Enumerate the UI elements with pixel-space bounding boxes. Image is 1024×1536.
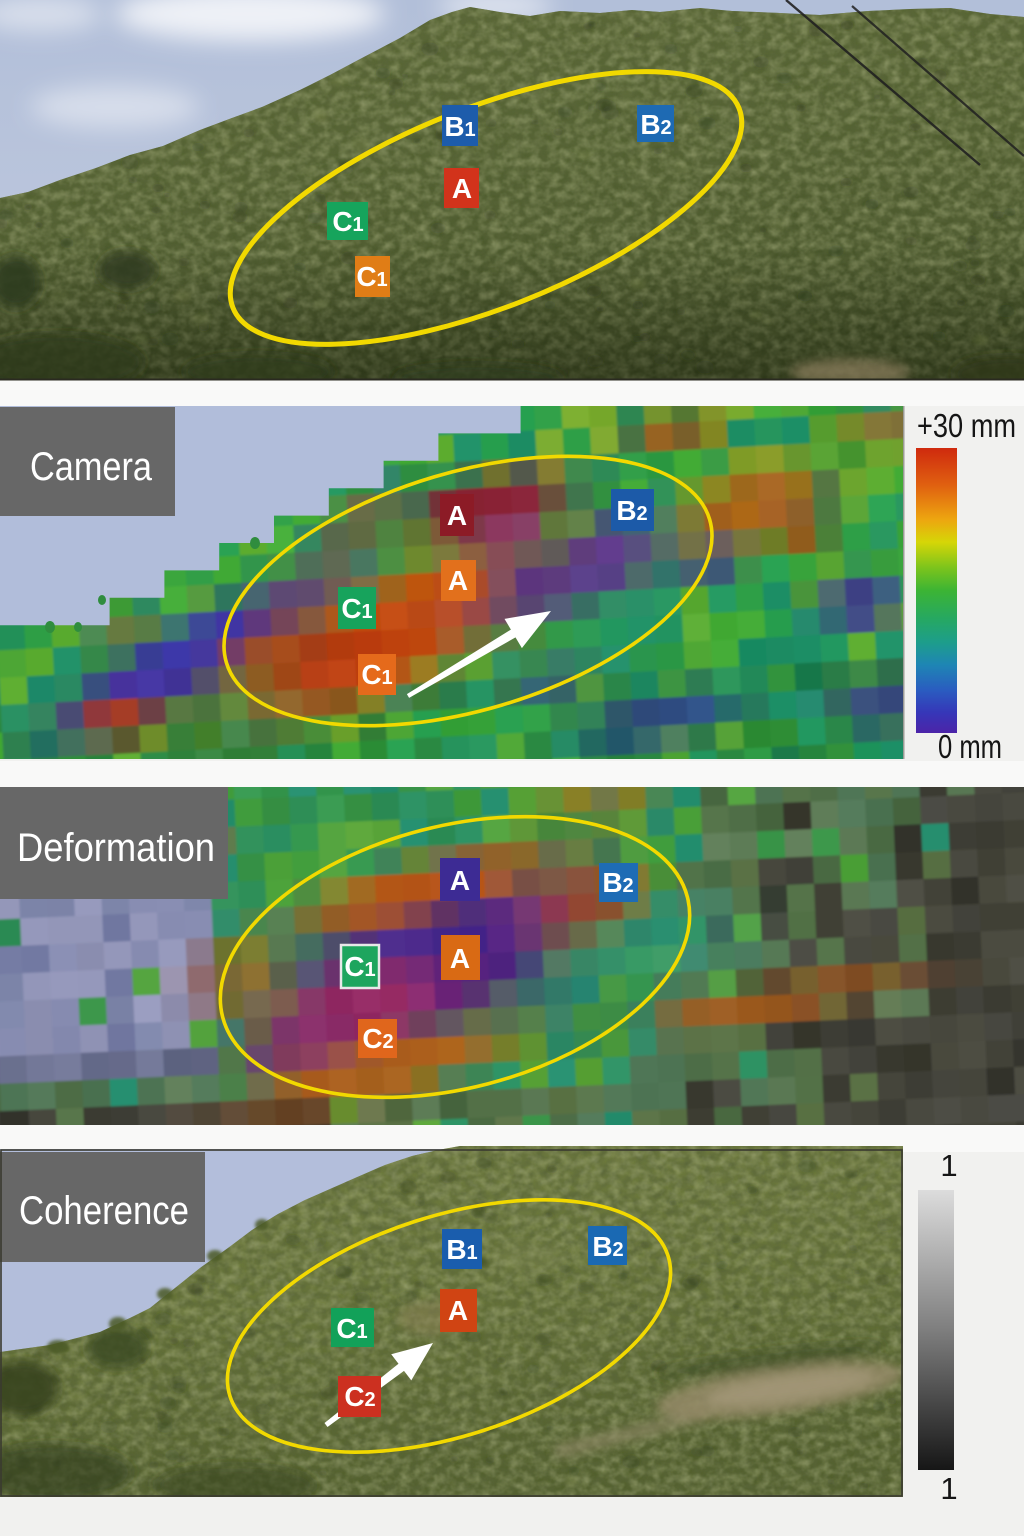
svg-text:Coherence: Coherence xyxy=(19,1189,189,1233)
svg-text:C2: C2 xyxy=(362,1023,393,1054)
svg-text:A: A xyxy=(452,173,472,204)
svg-text:A: A xyxy=(450,865,470,896)
svg-text:Camera: Camera xyxy=(30,445,153,489)
svg-text:A: A xyxy=(447,500,467,531)
svg-text:1: 1 xyxy=(940,1471,957,1506)
svg-text:Deformation: Deformation xyxy=(17,826,215,870)
svg-text:C1: C1 xyxy=(361,659,392,690)
svg-text:A: A xyxy=(448,1295,468,1326)
svg-text:A: A xyxy=(450,943,470,974)
svg-text:A: A xyxy=(448,565,468,596)
svg-text:1: 1 xyxy=(940,1148,957,1183)
svg-text:0 mm: 0 mm xyxy=(938,728,1002,765)
svg-text:+30 mm: +30 mm xyxy=(917,407,1016,444)
